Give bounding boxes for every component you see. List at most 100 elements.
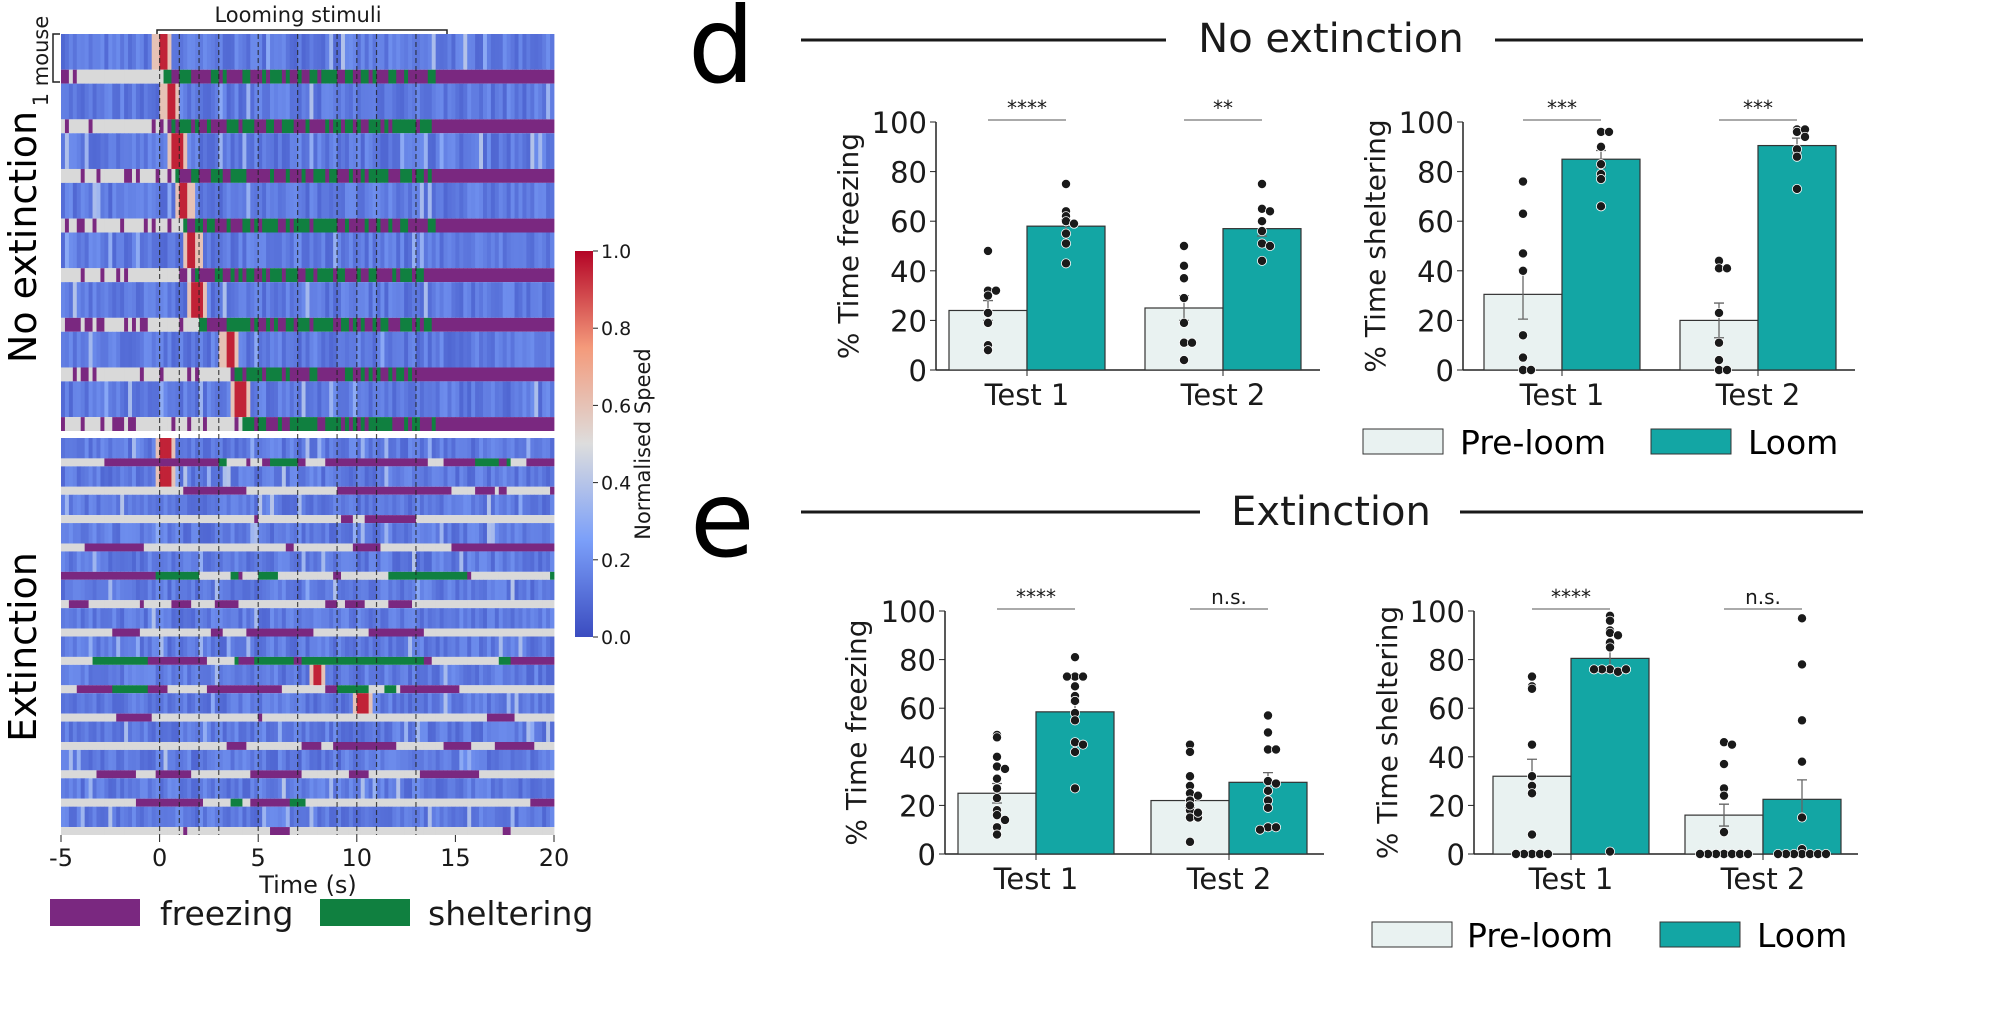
speed-cell — [258, 693, 263, 714]
ethogram-cell — [159, 685, 164, 694]
ethogram-cell — [293, 656, 299, 665]
ethogram-cell — [502, 656, 508, 665]
speed-cell — [380, 133, 385, 169]
ethogram-cell — [242, 69, 247, 84]
speed-cell — [364, 381, 370, 418]
ethogram-cell — [526, 69, 531, 84]
speed-cell — [408, 608, 413, 629]
ethogram-cell — [151, 770, 157, 779]
ethogram-cell — [506, 515, 512, 524]
ethogram-cell — [131, 628, 137, 637]
speed-cell — [116, 551, 121, 572]
speed-cell — [534, 494, 539, 516]
ethogram-cell — [72, 486, 78, 495]
speed-cell — [396, 331, 401, 368]
ethogram-cell — [210, 741, 216, 750]
speed-cell — [281, 608, 287, 629]
ethogram-cell — [163, 317, 168, 332]
speed-cell — [206, 664, 212, 686]
ethogram-cell — [289, 656, 295, 665]
speed-cell — [408, 551, 413, 572]
speed-cell — [175, 438, 180, 459]
ethogram-cell — [277, 367, 283, 382]
ethogram-cell — [147, 458, 153, 467]
ethogram-cell — [202, 628, 208, 637]
speed-cell — [404, 438, 409, 459]
ethogram-cell — [108, 713, 113, 722]
ethogram-cell — [120, 713, 125, 722]
speed-cell — [510, 579, 515, 601]
speed-cell — [285, 83, 291, 120]
ethogram-cell — [72, 628, 78, 637]
speed-cell — [309, 331, 314, 368]
ethogram-cell — [329, 770, 334, 779]
ethogram-cell — [175, 458, 180, 467]
speed-cell — [104, 636, 109, 657]
speed-cell — [199, 282, 204, 318]
speed-cell — [348, 466, 354, 487]
speed-cell — [159, 721, 164, 742]
speed-cell — [404, 381, 409, 418]
ethogram-cell — [325, 770, 330, 779]
ethogram-cell — [293, 119, 299, 134]
speed-cell — [270, 721, 275, 742]
speed-cell — [435, 438, 441, 459]
ethogram-cell — [124, 685, 129, 694]
ethogram-cell — [147, 656, 153, 665]
speed-cell — [202, 232, 208, 269]
speed-cell — [518, 331, 523, 368]
speed-cell — [408, 331, 413, 368]
ethogram-cell — [412, 543, 417, 552]
speed-cell — [155, 693, 160, 714]
speed-cell — [392, 523, 397, 544]
speed-cell — [246, 133, 251, 169]
ethogram-cell — [266, 69, 271, 84]
ethogram-cell — [427, 600, 433, 609]
speed-cell — [510, 331, 515, 368]
speed-cell — [360, 636, 366, 657]
speed-cell — [254, 551, 259, 572]
speed-cell — [538, 182, 543, 219]
speed-cell — [313, 438, 318, 459]
speed-cell — [313, 664, 318, 686]
speed-cell — [61, 466, 66, 487]
speed-cell — [242, 693, 247, 714]
speed-cell — [80, 133, 86, 169]
ethogram-cell — [483, 268, 488, 283]
ethogram-cell — [376, 515, 381, 524]
speed-cell — [151, 579, 157, 601]
speed-cell — [344, 133, 350, 169]
speed-cell — [167, 466, 172, 487]
speed-cell — [124, 282, 129, 318]
speed-cell — [183, 664, 188, 686]
ethogram-cell — [538, 656, 543, 665]
ethogram-cell — [518, 268, 523, 283]
ethogram-cell — [423, 268, 429, 283]
speed-cell — [104, 438, 109, 459]
ethogram-cell — [486, 741, 492, 750]
speed-cell — [502, 83, 508, 120]
speed-cell — [112, 282, 117, 318]
ethogram-cell — [238, 168, 243, 183]
speed-cell — [423, 83, 429, 120]
speed-cell — [463, 182, 468, 219]
speed-cell — [254, 232, 259, 269]
ethogram-cell — [490, 69, 496, 84]
ethogram-cell — [64, 486, 70, 495]
ethogram-cell — [80, 69, 86, 84]
ethogram-cell — [368, 770, 373, 779]
ethogram-cell — [175, 69, 180, 84]
speed-cell — [309, 381, 314, 418]
speed-cell — [218, 494, 224, 516]
speed-cell — [163, 34, 168, 70]
speed-cell — [494, 34, 500, 70]
ethogram-cell — [435, 486, 441, 495]
speed-cell — [293, 494, 299, 516]
ethogram-cell — [506, 656, 512, 665]
speed-cell — [131, 381, 137, 418]
ethogram-cell — [412, 458, 417, 467]
ethogram-cell — [479, 685, 484, 694]
ethogram-cell — [159, 571, 164, 580]
speed-cell — [230, 282, 235, 318]
ethogram-cell — [96, 685, 101, 694]
